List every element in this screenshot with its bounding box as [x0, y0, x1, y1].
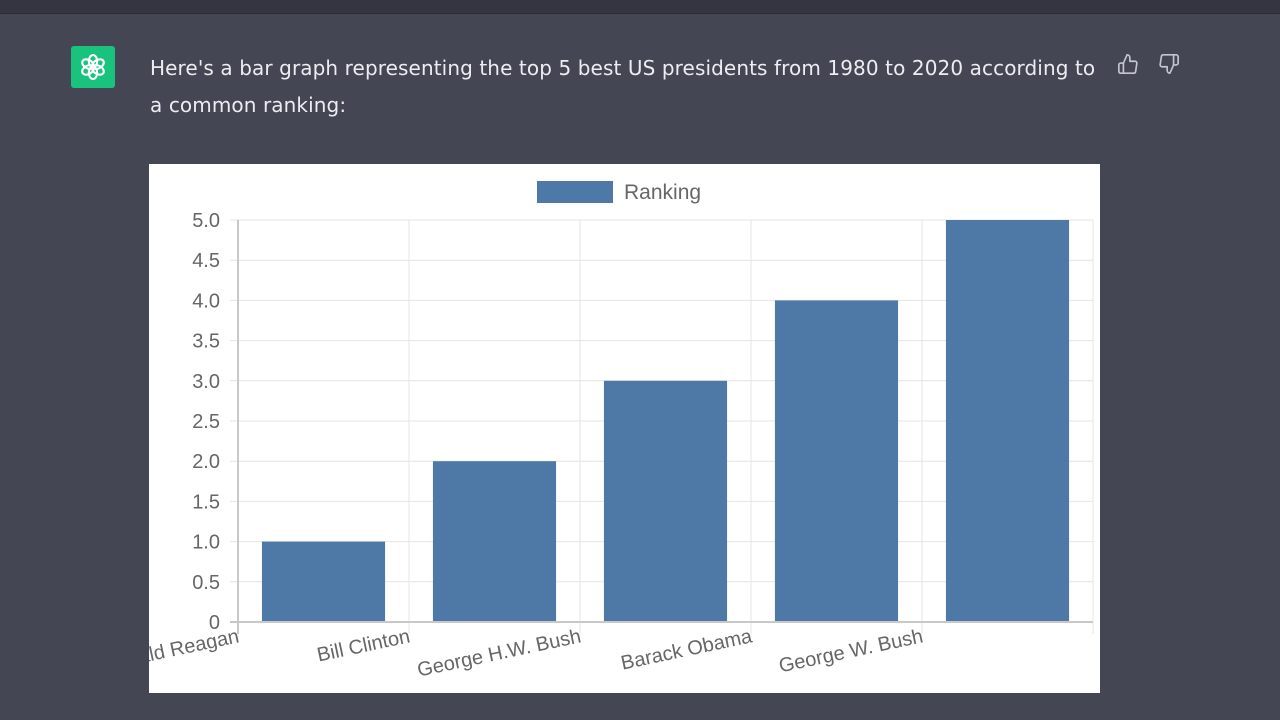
x-category-label: Bill Clinton: [315, 625, 412, 666]
thumbs-down-icon: [1159, 54, 1179, 74]
openai-logo-icon: [81, 53, 105, 81]
thumbs-down-button[interactable]: [1156, 51, 1182, 77]
x-category-label: Barack Obama: [619, 625, 755, 674]
bar: [774, 300, 899, 622]
y-tick-label: 2.0: [192, 451, 220, 473]
y-tick-label: 4.0: [192, 290, 220, 312]
y-tick-label: 4.5: [192, 250, 220, 272]
bar: [432, 461, 557, 622]
y-tick-label: 5.0: [192, 210, 220, 232]
x-category-label: George W. Bush: [777, 625, 925, 677]
thumbs-up-icon: [1118, 54, 1138, 74]
assistant-avatar: [71, 46, 115, 88]
bar: [261, 541, 386, 622]
legend-label: Ranking: [624, 181, 701, 204]
bar: [945, 220, 1070, 622]
legend-swatch: [537, 181, 613, 203]
y-tick-label: 3.5: [192, 331, 220, 353]
x-category-label: George H.W. Bush: [415, 625, 583, 681]
y-tick-label: 3.0: [192, 371, 220, 393]
y-tick-label: 0: [209, 612, 220, 634]
y-tick-label: 2.5: [192, 411, 220, 433]
assistant-message: Here's a bar graph representing the top …: [150, 56, 1096, 117]
y-tick-label: 0.5: [192, 572, 220, 594]
y-tick-label: 1.0: [192, 532, 220, 554]
x-category-label: Ronald Reagan: [149, 625, 241, 675]
y-tick-label: 1.5: [192, 491, 220, 513]
bar-chart-svg: 0 0.5 1.0 1.5 2.0 2.5 3.0 3.5 4.0 4.5 5.0 Ronald Re…: [149, 181, 1094, 682]
bar: [603, 380, 728, 622]
bar-chart: 0 0.5 1.0 1.5 2.0 2.5 3.0 3.5 4.0 4.5 5.0 Ronald Re…: [149, 164, 1100, 693]
thumbs-up-button[interactable]: [1115, 51, 1141, 77]
top-bar: [0, 0, 1280, 14]
